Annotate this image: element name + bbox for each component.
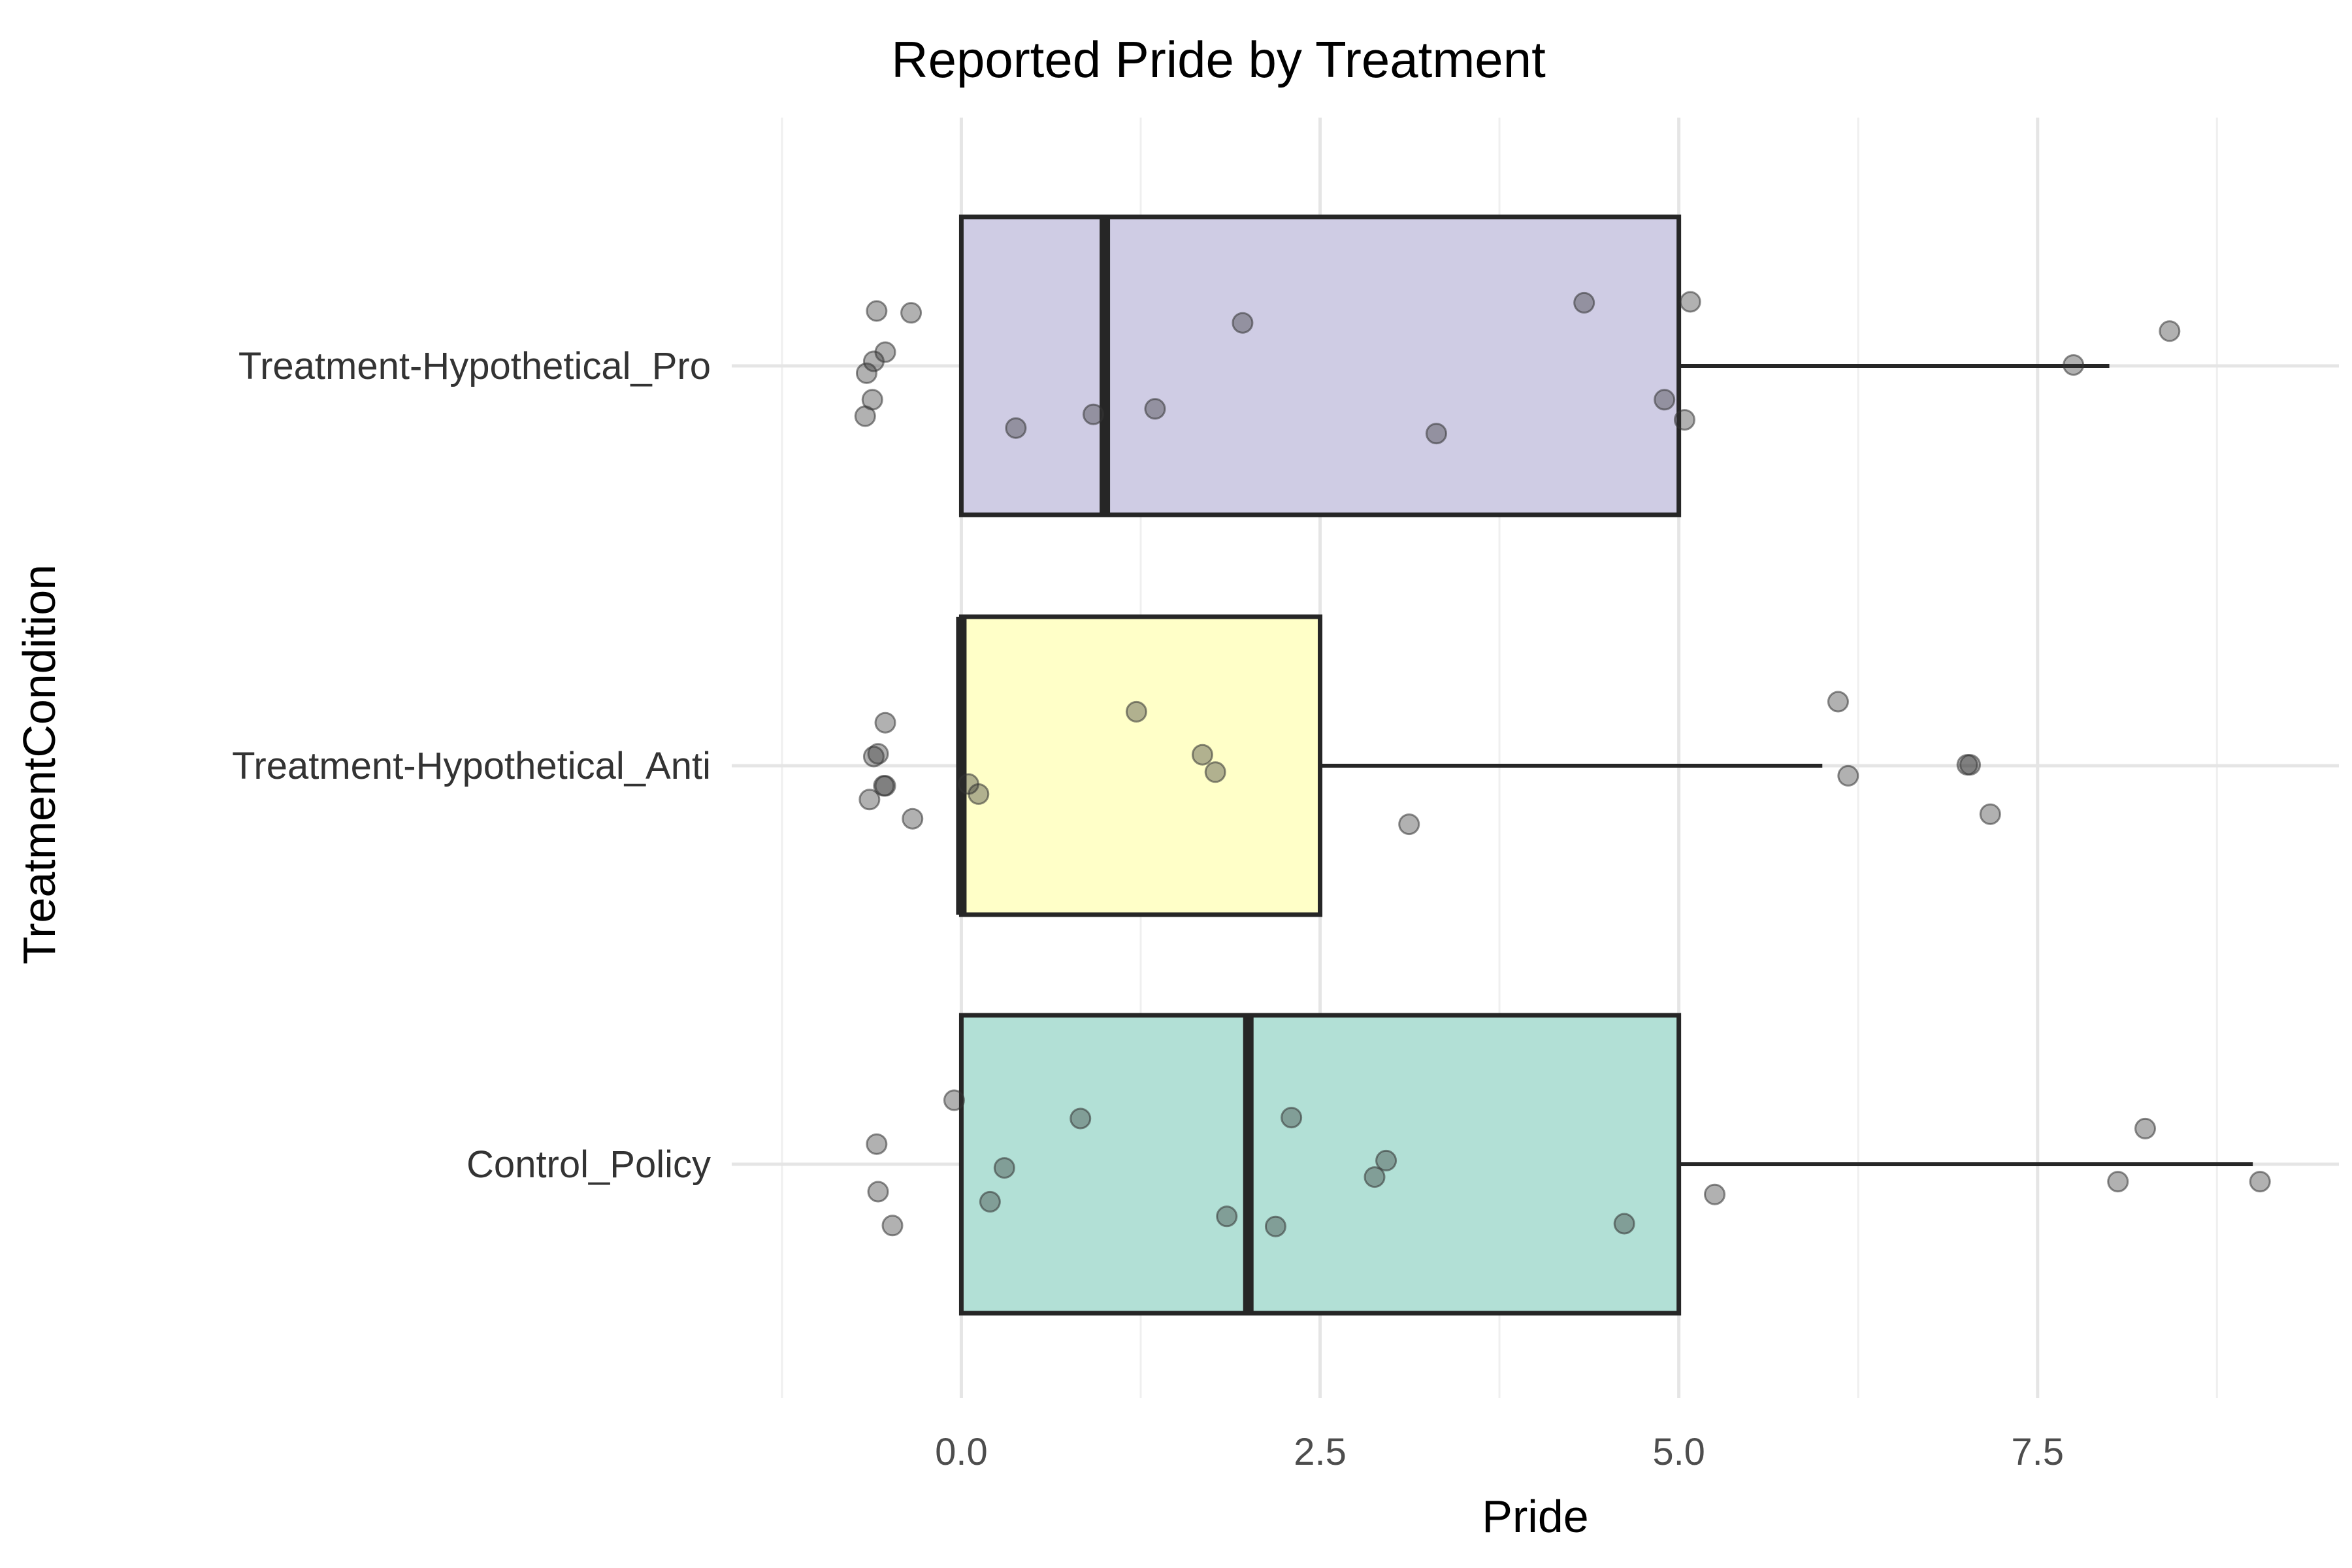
data-point (979, 1190, 1001, 1213)
data-point (1281, 1107, 1303, 1129)
data-point (1216, 1205, 1238, 1228)
data-point (1204, 761, 1226, 783)
jitter-points (854, 291, 2271, 1237)
data-point (854, 405, 876, 427)
data-point (867, 1181, 889, 1203)
data-point (866, 1133, 888, 1155)
data-point (1083, 403, 1104, 425)
data-point (2063, 354, 2085, 376)
data-point (1979, 803, 2001, 825)
data-point (1837, 764, 1859, 787)
data-point (902, 808, 924, 830)
data-point (1144, 398, 1166, 420)
data-point (900, 302, 923, 324)
data-point (2134, 1117, 2156, 1139)
box-rect (958, 1013, 1682, 1316)
data-point (1005, 417, 1027, 439)
data-point (1375, 1149, 1397, 1171)
box-rect (958, 614, 1323, 917)
data-point (1673, 409, 1695, 431)
data-point (993, 1157, 1015, 1179)
data-point (1704, 1183, 1726, 1205)
data-point (1125, 700, 1147, 723)
x-tick-label: 0.0 (935, 1431, 988, 1473)
x-tick-label: 2.5 (1294, 1431, 1347, 1473)
data-point (881, 1215, 904, 1237)
data-point (1070, 1107, 1092, 1130)
data-point (1232, 312, 1254, 334)
data-point (1425, 423, 1447, 445)
y-axis-category-labels: Treatment-Hypothetical_Pro Treatment-Hypo… (232, 345, 711, 1186)
box-rect (958, 214, 1682, 517)
data-point (862, 745, 885, 768)
x-axis-title: Pride (1482, 1491, 1588, 1542)
y-category-label: Treatment-Hypothetical_Pro (238, 345, 711, 387)
data-point (968, 783, 990, 805)
boxes (956, 214, 2253, 1316)
data-point (943, 1089, 965, 1111)
chart-title: Reported Pride by Treatment (891, 31, 1546, 88)
data-point (1573, 291, 1595, 314)
data-point (1364, 1166, 1386, 1188)
data-point (2159, 320, 2181, 342)
x-tick-label: 7.5 (2011, 1431, 2064, 1473)
data-point (874, 775, 896, 797)
data-point (1959, 754, 1982, 776)
data-point (862, 350, 885, 372)
data-point (1827, 691, 1849, 713)
data-point (866, 300, 888, 322)
x-tick-label: 5.0 (1652, 1431, 1705, 1473)
x-axis-ticks: 0.0 2.5 5.0 7.5 (935, 1431, 2064, 1473)
data-point (1191, 743, 1213, 766)
y-category-label: Control_Policy (466, 1143, 711, 1186)
data-point (1398, 813, 1420, 836)
data-point (855, 362, 877, 384)
data-point (1613, 1213, 1635, 1235)
data-point (874, 711, 896, 734)
y-axis-title: TreatmentCondition (14, 564, 65, 964)
data-point (2107, 1171, 2129, 1193)
y-category-label: Treatment-Hypothetical_Anti (232, 745, 711, 787)
data-point (1679, 291, 1701, 313)
data-point (2249, 1171, 2271, 1193)
data-point (1264, 1215, 1286, 1237)
data-point (858, 789, 881, 811)
data-point (1654, 389, 1676, 411)
